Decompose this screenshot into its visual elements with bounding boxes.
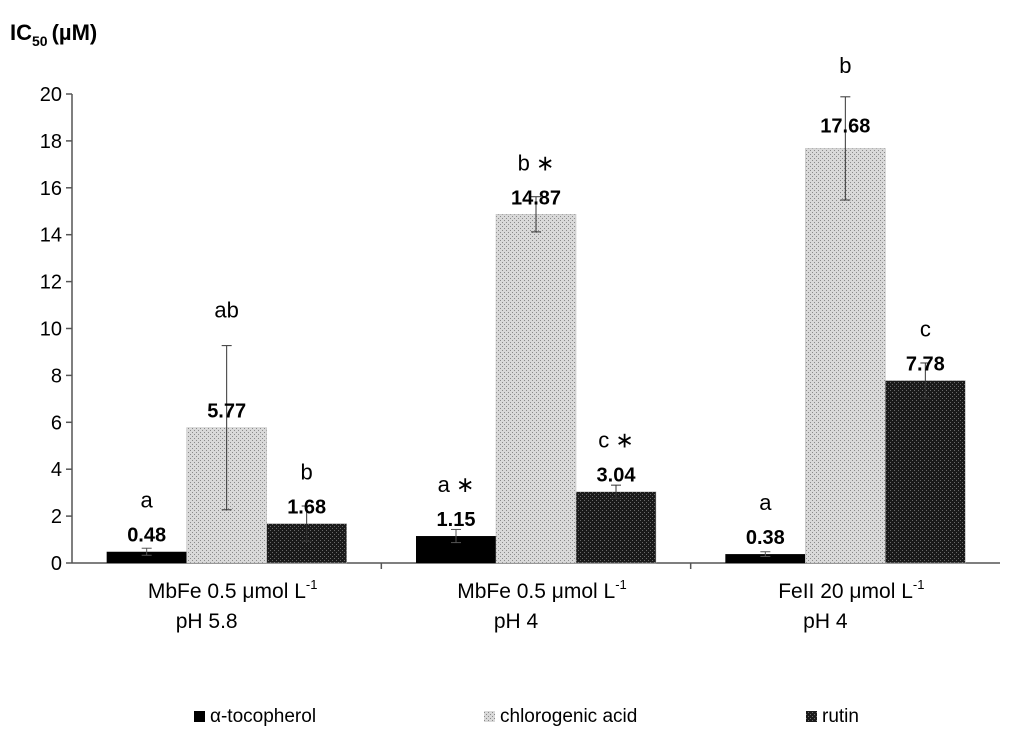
significance-letter: a ∗	[438, 472, 475, 497]
category-label: FeII 20 μmol L-1	[778, 577, 924, 603]
category-label: MbFe 0.5 μmol L-1	[148, 577, 318, 603]
y-ticks: 0 2 4 6 8 10 12 14 16 18 20	[40, 84, 72, 575]
legend-swatch	[806, 711, 817, 722]
bar	[575, 491, 657, 564]
y-tick-label: 0	[51, 553, 62, 575]
category-labels: MbFe 0.5 μmol L-1 pH 5.8 MbFe 0.5 μmol L-1…	[148, 577, 925, 633]
bar	[725, 554, 806, 563]
significance-letter: ab	[214, 298, 238, 323]
y-tick-label: 8	[51, 365, 62, 387]
category-label-line2: pH 5.8	[176, 610, 238, 633]
y-tick-label: 12	[40, 272, 62, 294]
legend-label: chlorogenic acid	[500, 706, 637, 727]
data-label: 17.68	[820, 115, 870, 137]
category-label-line2: pH 4	[494, 610, 539, 633]
bar	[885, 380, 966, 564]
legend-swatch	[484, 711, 495, 722]
data-label: 0.38	[746, 527, 785, 549]
error-bars	[141, 96, 931, 557]
significance-letter: c ∗	[598, 428, 634, 453]
y-tick-label: 10	[40, 319, 62, 341]
y-tick-label: 6	[51, 412, 62, 434]
legend-label: α-tocopherol	[210, 706, 316, 727]
bar	[106, 551, 187, 563]
y-axis-label-unit: (µM)	[52, 20, 98, 45]
significance-letter: b	[839, 53, 851, 78]
y-tick-label: 2	[51, 506, 62, 528]
significance-letter: a	[759, 490, 772, 515]
category-label-line2: pH 4	[803, 610, 848, 633]
significance-letter: c	[920, 317, 931, 342]
data-label: 14.87	[511, 187, 561, 209]
y-tick-label: 20	[40, 84, 62, 106]
data-label: 7.78	[906, 354, 945, 376]
significance-letter: b	[301, 460, 313, 485]
y-axis-label-subscript: 50	[32, 33, 48, 49]
data-label: 3.04	[597, 465, 637, 487]
data-label: 5.77	[207, 401, 246, 423]
y-tick-label: 14	[40, 225, 62, 247]
legend-swatch	[194, 711, 205, 722]
data-label: 0.48	[127, 525, 166, 547]
bar	[805, 148, 886, 564]
category-label: MbFe 0.5 μmol L-1	[457, 577, 627, 603]
legend-label: rutin	[822, 706, 859, 727]
y-tick-label: 4	[51, 459, 62, 481]
y-axis-label: IC50 (µM)	[10, 20, 97, 49]
y-axis-label-main: IC	[10, 20, 32, 45]
data-label: 1.15	[437, 509, 476, 531]
y-tick-label: 16	[40, 178, 62, 200]
y-tick-label: 18	[40, 131, 62, 153]
legend: α-tocopherol chlorogenic acid rutin	[194, 706, 859, 727]
data-label: 1.68	[287, 497, 326, 519]
bar	[495, 214, 577, 564]
value-labels: 0.48 5.77 1.68 1.15 14.87 3.04 0.38 17.68 7.78	[127, 115, 945, 549]
significance-letter: b ∗	[518, 150, 555, 175]
significance-letter: a	[141, 488, 154, 513]
